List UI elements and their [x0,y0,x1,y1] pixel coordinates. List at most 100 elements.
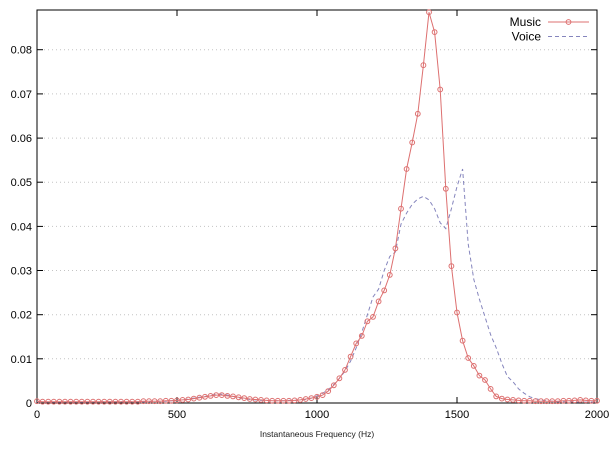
music-series-marker [487,386,494,392]
music-series-marker [482,377,488,383]
y-tick-label: 0 [26,398,32,410]
music-series-marker [302,396,309,402]
music-series-marker [258,397,264,403]
x-tick-label: 0 [34,409,40,421]
music-series-marker [403,166,410,172]
music-series-marker [386,272,393,278]
music-series-marker [560,397,567,404]
music-series-marker [336,375,343,382]
y-tick-label: 0.06 [11,133,32,145]
music-series-marker [538,398,544,405]
plot-border [36,9,598,404]
y-tick-label: 0.04 [11,221,32,233]
music-series-marker [56,398,63,405]
music-series-marker [196,394,203,401]
music-series-marker [50,398,57,405]
music-series-marker [101,398,108,405]
music-series-marker [140,398,147,405]
music-series-marker [459,337,466,344]
y-tick-label: 0.05 [11,177,32,189]
music-series-marker [532,398,539,405]
music-series-marker [314,393,320,400]
music-series-marker [241,395,248,402]
music-series-marker [129,398,136,405]
music-series-marker [442,185,449,192]
legend-label-music: Music [510,15,541,29]
music-series-marker [571,397,578,404]
music-series-marker [448,263,455,270]
music-series-marker [526,397,533,404]
music-series-marker [566,397,572,404]
music-series-markers [34,9,600,405]
music-series-marker [431,29,438,35]
music-series-marker [577,397,584,403]
music-series-marker [398,205,404,212]
music-series-marker [179,397,186,403]
music-series-marker [162,397,169,404]
x-tick-label: 2000 [585,409,609,421]
x-tick-label: 1500 [445,409,469,421]
music-series-marker [39,398,46,405]
music-series-marker [252,396,259,403]
music-series-marker [274,397,281,404]
music-series-marker [269,397,276,404]
music-series-marker [95,398,102,405]
music-series-marker [235,394,242,401]
music-series-marker [554,398,561,405]
music-series-marker [549,398,556,405]
music-series-marker [34,398,40,405]
music-series-marker [414,110,421,117]
music-series-marker [246,396,253,402]
music-series-marker [297,397,304,403]
y-tick-label: 0.03 [11,266,32,278]
music-series-marker [118,398,124,405]
music-series-marker [286,397,292,404]
music-series-marker [190,395,197,402]
music-series-marker [493,393,500,400]
music-series-marker [454,309,460,316]
music-series-marker [213,392,220,399]
music-series-marker [146,398,152,405]
x-tick-label: 500 [168,409,186,421]
music-series-marker [515,397,522,404]
music-series-marker [185,396,192,403]
music-series-marker [353,340,360,347]
music-series-marker [157,398,164,405]
music-series-marker [437,86,444,93]
music-series-marker [420,62,427,69]
music-series-marker [280,397,287,404]
music-series-marker [521,397,528,404]
voice-series-line [36,168,597,403]
music-series-marker [174,397,180,404]
music-series-marker [426,9,432,16]
music-series-marker [106,398,113,405]
music-series-marker [594,397,600,404]
music-series-marker [325,388,332,395]
music-series-marker [230,393,236,400]
music-series-marker [134,398,141,405]
music-series-marker [207,393,214,399]
music-series-marker [90,398,96,405]
music-series-marker [84,398,91,405]
legend-label-voice: Voice [512,30,542,44]
music-series-marker [358,333,365,339]
music-series-marker [168,397,175,404]
music-series-marker [78,398,85,405]
music-series-marker [476,372,483,379]
y-tick-label: 0.07 [11,89,32,101]
music-series-marker [543,398,550,405]
music-series-marker [342,367,348,373]
x-axis-title: Instantaneous Frequency (Hz) [260,429,375,439]
music-series-marker [319,392,326,399]
music-series-marker [67,398,74,405]
legend-sample-marker-music [565,19,572,25]
music-series-marker [582,397,589,404]
music-series-marker [588,397,595,404]
music-series-marker [112,398,119,405]
music-series-marker [392,245,399,252]
music-series-marker [409,139,416,146]
music-series-marker [470,363,477,369]
music-series-marker [364,318,371,325]
